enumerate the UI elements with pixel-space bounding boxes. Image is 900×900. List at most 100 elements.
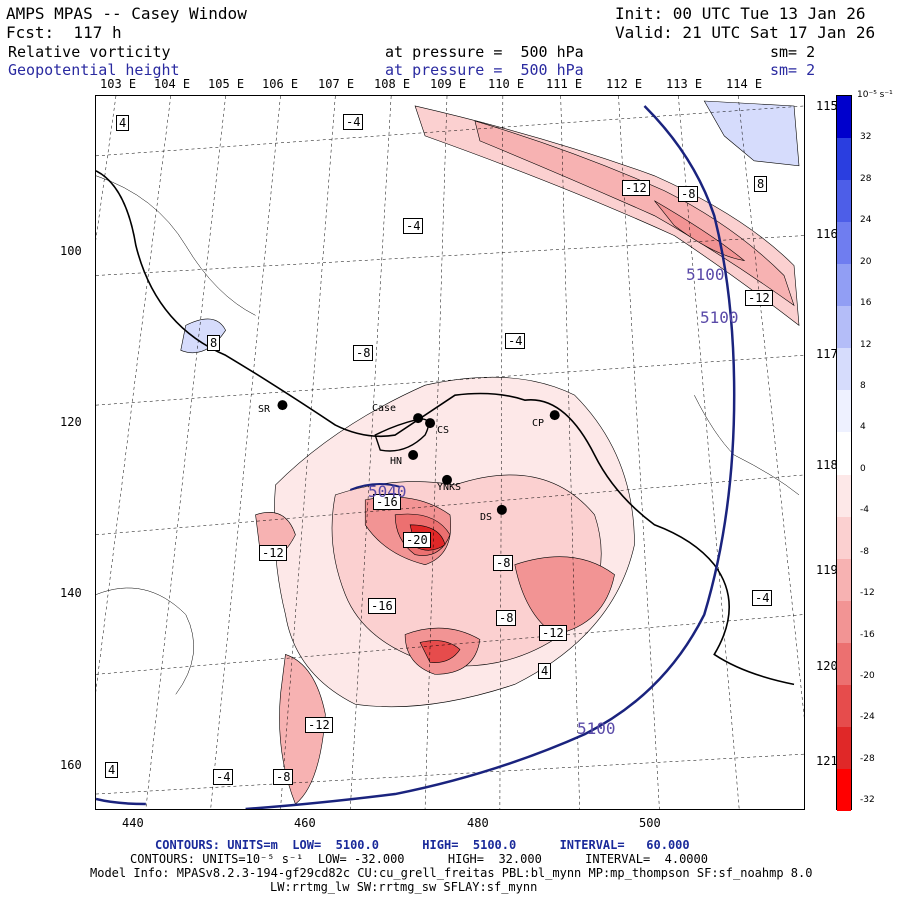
colorbar-segment	[837, 306, 851, 349]
colorbar-segment	[837, 222, 851, 265]
contour-label: -4	[213, 769, 234, 785]
colorbar-tick-label: -20	[860, 670, 875, 681]
y-tick: 100	[60, 244, 82, 258]
footer-model-info: Model Info: MPASv8.2.3-194-gf29cd82c CU:…	[90, 866, 813, 880]
colorbar-tick-label: -24	[860, 712, 875, 723]
colorbar-segment	[837, 684, 851, 728]
x-tick: 500	[639, 816, 661, 830]
y-tick: 160	[60, 758, 82, 772]
station-label-sr: SR	[258, 404, 271, 415]
lon-label: 114 E	[726, 77, 763, 91]
colorbar-tick-label: 4	[860, 422, 866, 433]
contour-label: -20	[403, 532, 431, 548]
forecast-hour: Fcst: 117 h	[6, 23, 122, 42]
lon-label: 110 E	[488, 77, 525, 91]
contour-label: -12	[745, 290, 773, 306]
contour-label: -8	[353, 345, 374, 361]
colorbar-segment	[837, 264, 851, 307]
colorbar-segment	[837, 138, 851, 181]
colorbar-segment	[837, 390, 851, 433]
contour-label: -4	[343, 114, 364, 130]
field2-level: at pressure = 500 hPa	[385, 61, 584, 79]
colorbar-segment	[837, 726, 851, 770]
lon-label: 105 E	[208, 77, 245, 91]
height-label: 5040	[368, 482, 407, 501]
contour-label: -8	[493, 555, 514, 571]
contour-label: 4	[538, 663, 552, 679]
station-label-cs: CS	[437, 425, 450, 436]
y-tick: 120	[60, 415, 82, 429]
contour-label: 8	[754, 176, 768, 192]
colorbar-tick-label: 24	[860, 215, 872, 226]
station-label-ynks: YNKS	[437, 482, 462, 493]
footer-vorticity-contours: CONTOURS: UNITS=10⁻⁵ s⁻¹ LOW= -32.000 HI…	[130, 852, 708, 866]
station-label-hn: HN	[390, 456, 403, 467]
colorbar-segment	[837, 474, 851, 518]
colorbar-segment	[837, 558, 851, 602]
colorbar-tick-label: 0	[860, 463, 866, 474]
contour-label: 4	[105, 762, 119, 778]
station-label-cp: CP	[532, 418, 545, 429]
colorbar-tick-label: 8	[860, 380, 866, 391]
y-tick: 140	[60, 586, 82, 600]
lon-label: 113 E	[666, 77, 703, 91]
contour-label: -8	[273, 769, 294, 785]
lon-label: 104 E	[154, 77, 191, 91]
colorbar-segment	[837, 96, 851, 139]
colorbar-segment	[837, 516, 851, 560]
contour-label: -8	[496, 610, 517, 626]
valid-time: Valid: 21 UTC Sat 17 Jan 26	[615, 23, 876, 42]
contour-label: -12	[259, 545, 287, 561]
lon-label: 103 E	[100, 77, 137, 91]
vorticity-colorbar	[836, 95, 852, 812]
contour-label: -8	[678, 186, 699, 202]
colorbar-tick-label: 28	[860, 173, 872, 184]
colorbar-tick-label: -16	[860, 629, 875, 640]
x-tick: 440	[122, 816, 144, 830]
colorbar-segment	[837, 348, 851, 391]
contour-label: -12	[539, 625, 567, 641]
contour-label: 4	[116, 115, 130, 131]
lon-label: 109 E	[430, 77, 467, 91]
colorbar-segment	[837, 432, 851, 476]
lon-label: 106 E	[262, 77, 299, 91]
colorbar-tick-label: 12	[860, 339, 872, 350]
footer-height-contours: CONTOURS: UNITS=m LOW= 5100.0 HIGH= 5100…	[155, 838, 690, 852]
colorbar-tick-label: -32	[860, 795, 875, 806]
contour-label: -4	[505, 333, 526, 349]
field2-name: Geopotential height	[8, 61, 180, 79]
field1-level: at pressure = 500 hPa	[385, 43, 584, 61]
lon-label: 112 E	[606, 77, 643, 91]
contour-label: -12	[305, 717, 333, 733]
contour-label: -12	[622, 180, 650, 196]
station-label-case: Case	[372, 403, 397, 414]
colorbar-tick-label: 20	[860, 256, 872, 267]
colorbar-tick-label: -28	[860, 753, 875, 764]
height-label: 5100	[700, 308, 739, 327]
x-tick: 480	[467, 816, 489, 830]
contour-label: 8	[207, 335, 221, 351]
vorticity-map	[95, 95, 805, 810]
contour-label: -16	[368, 598, 396, 614]
colorbar-tick-label: -4	[860, 505, 869, 516]
colorbar-tick-label: 32	[860, 132, 872, 143]
field1-smoothing: sm= 2	[770, 43, 816, 61]
colorbar-segment	[837, 768, 851, 812]
colorbar-segment	[837, 180, 851, 223]
lon-label: 107 E	[318, 77, 355, 91]
contour-label: -4	[403, 218, 424, 234]
colorbar-segment	[837, 600, 851, 644]
colorbar-tick-label: -8	[860, 546, 869, 557]
colorbar-tick-label: -12	[860, 588, 875, 599]
height-label: 5100	[686, 265, 725, 284]
lon-label: 108 E	[374, 77, 411, 91]
station-label-ds: DS	[480, 512, 493, 523]
colorbar-units: 10⁻⁵ s⁻¹	[857, 90, 893, 100]
height-label: 5100	[577, 719, 616, 738]
contour-label: -4	[752, 590, 773, 606]
field1-name: Relative vorticity	[8, 43, 171, 61]
footer-physics: LW:rrtmg_lw SW:rrtmg_sw SFLAY:sf_mynn	[270, 880, 538, 894]
colorbar-tick-label: 16	[860, 298, 872, 309]
field2-smoothing: sm= 2	[770, 61, 816, 79]
x-tick: 460	[294, 816, 316, 830]
